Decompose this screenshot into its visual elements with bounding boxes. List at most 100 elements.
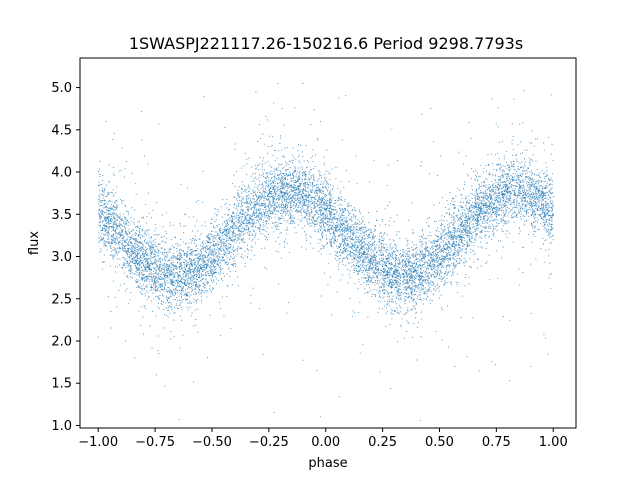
data-point [491, 198, 493, 200]
data-point [207, 235, 209, 237]
data-point [307, 160, 309, 162]
data-point [190, 294, 192, 296]
data-point [258, 192, 260, 194]
data-point [227, 209, 229, 211]
data-point [144, 251, 146, 253]
data-point [107, 226, 109, 228]
data-point [108, 216, 110, 218]
data-point [382, 242, 383, 244]
data-point [272, 198, 274, 200]
data-point [208, 237, 210, 239]
data-point [376, 262, 378, 264]
data-point [469, 227, 471, 229]
data-point [258, 215, 260, 217]
data-point [103, 192, 105, 194]
data-point [452, 232, 454, 234]
data-point [207, 290, 209, 292]
data-point [188, 286, 190, 288]
data-point [394, 265, 396, 267]
data-point [469, 228, 471, 230]
data-point [161, 284, 163, 286]
data-point [309, 214, 311, 216]
data-point [341, 252, 343, 254]
data-point [156, 234, 158, 236]
data-point [457, 208, 459, 210]
data-point [173, 276, 175, 278]
data-point [151, 300, 152, 302]
data-point [524, 215, 526, 217]
data-point [511, 184, 513, 186]
data-point [278, 195, 280, 197]
data-point [532, 227, 534, 229]
data-point [116, 236, 118, 238]
data-point [267, 205, 269, 207]
data-point [478, 204, 480, 206]
data-point [335, 254, 337, 256]
data-point [258, 228, 260, 230]
data-point [530, 196, 532, 198]
data-point [436, 261, 438, 263]
data-point [424, 261, 426, 263]
data-point [455, 235, 457, 237]
data-point [405, 263, 407, 265]
data-point [430, 235, 432, 237]
data-point [163, 283, 165, 285]
data-point [172, 268, 174, 270]
data-point [452, 219, 454, 221]
data-point [371, 269, 373, 271]
data-point [188, 254, 190, 256]
data-point [309, 205, 311, 207]
data-point [120, 232, 122, 234]
data-point [382, 308, 384, 310]
data-point [212, 270, 214, 272]
data-point [528, 167, 530, 169]
data-point [329, 219, 331, 221]
data-point [108, 181, 110, 183]
data-point [479, 241, 481, 243]
data-point [378, 247, 380, 249]
data-point [502, 193, 504, 195]
data-point [518, 233, 520, 235]
data-point [330, 239, 332, 241]
data-point [545, 239, 547, 241]
data-point [405, 293, 407, 295]
data-point [196, 283, 198, 285]
data-point [129, 270, 131, 272]
data-point [280, 180, 282, 182]
data-point [260, 184, 262, 186]
data-point [295, 185, 297, 187]
data-point [507, 215, 509, 217]
data-point [282, 176, 284, 178]
data-point [440, 234, 442, 236]
data-point [363, 253, 365, 255]
data-point [338, 251, 340, 253]
data-point [103, 245, 105, 247]
data-point [549, 179, 551, 181]
data-point [497, 188, 499, 190]
data-point [116, 224, 118, 226]
data-point [507, 198, 509, 200]
data-point [123, 245, 125, 247]
data-point [330, 245, 332, 247]
data-point [530, 205, 532, 207]
data-point [364, 261, 366, 263]
data-point [281, 178, 283, 180]
data-point [269, 187, 271, 189]
data-point [281, 212, 283, 214]
data-point [438, 265, 440, 267]
data-point [498, 197, 500, 199]
data-point [154, 278, 156, 280]
data-point [449, 243, 451, 245]
data-point [329, 229, 331, 231]
data-point [148, 265, 150, 267]
data-point [238, 202, 240, 204]
data-point [450, 231, 452, 233]
data-point [373, 260, 375, 262]
data-point [144, 295, 146, 297]
data-point [266, 220, 268, 222]
data-point [302, 200, 304, 202]
data-point [291, 160, 293, 162]
data-point [370, 279, 372, 281]
data-point [366, 257, 368, 259]
data-point [228, 247, 230, 249]
